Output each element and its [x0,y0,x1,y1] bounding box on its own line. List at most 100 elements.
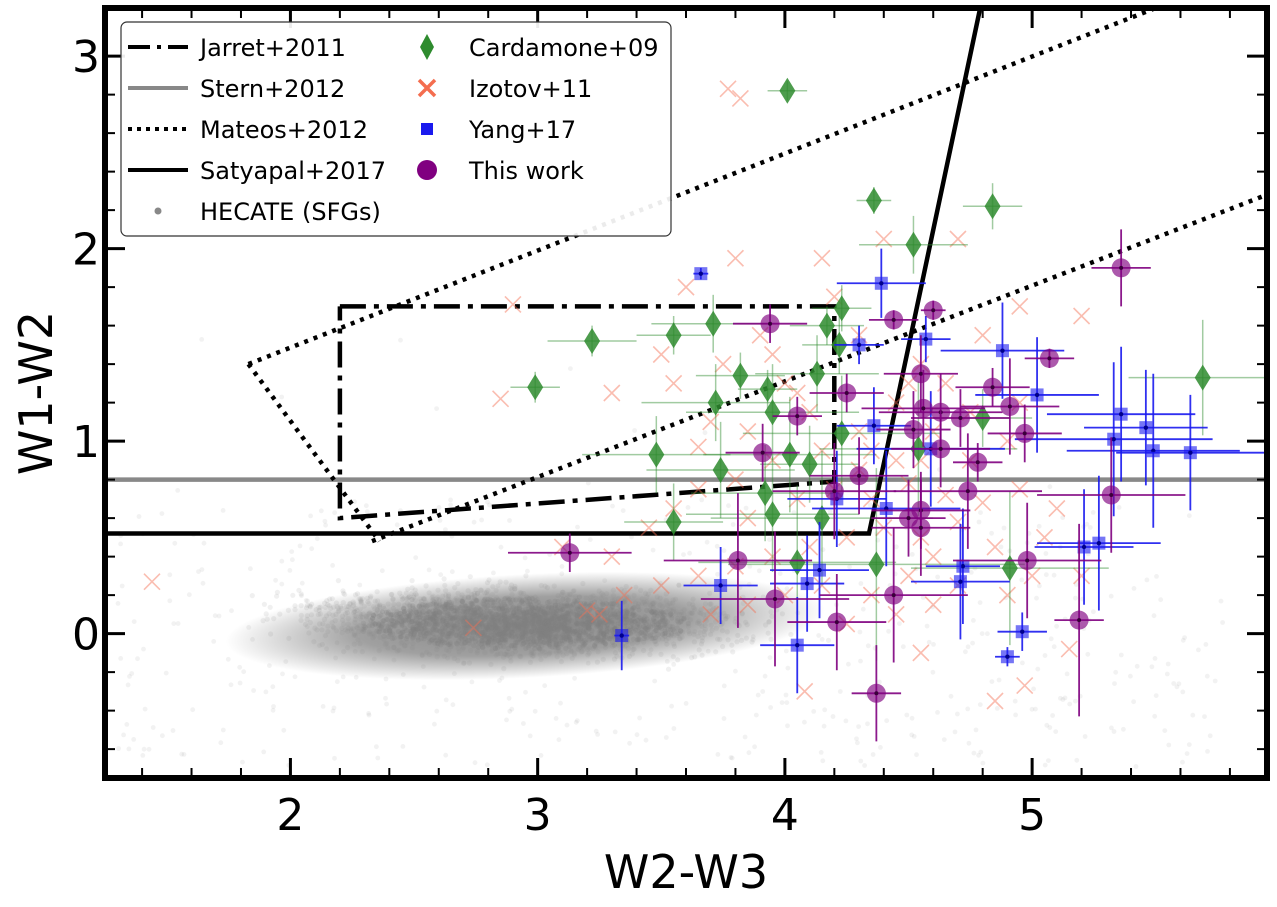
hecate-point [768,609,774,615]
hecate-point [637,630,643,637]
hecate-point [646,623,652,629]
hecate-point [904,712,910,718]
hecate-point [358,597,364,603]
hecate-point [567,591,573,597]
hecate-point [718,622,724,628]
hecate-point [521,618,527,624]
hecate-point [423,583,429,589]
hecate-point [509,591,515,598]
hecate-point [767,655,773,660]
hecate-point [433,601,439,607]
hecate-point [544,625,550,631]
hecate-point [641,639,647,645]
hecate-point [467,612,473,618]
hecate-point [460,625,466,631]
hecate-point [484,608,490,614]
hecate-point [529,653,536,659]
hecate-point [473,620,479,626]
hecate-point [820,758,826,764]
hecate-point [437,622,443,628]
hecate-point [602,641,608,647]
hecate-point [522,629,528,635]
hecate-point [977,600,983,605]
hecate-point [563,596,569,602]
hecate-point [649,635,655,642]
hecate-point [785,723,790,729]
hecate-point [665,666,672,672]
hecate-point [420,610,426,616]
hecate-point [518,637,524,643]
hecate-point [664,659,670,664]
thiswork-point-center [834,620,839,625]
hecate-point [589,619,595,625]
yang-point-center [1096,540,1102,546]
hecate-point [596,612,602,618]
hecate-point [653,627,659,634]
thiswork-point-center [918,525,923,530]
hecate-point [528,615,534,621]
hecate-point [777,571,783,576]
hecate-point [479,631,485,638]
hecate-point [555,638,561,644]
hecate-point [676,620,682,626]
hecate-point [577,600,584,606]
hecate-point [411,631,417,637]
hecate-point [474,616,480,622]
hecate-point [518,654,524,660]
hecate-point [597,628,603,634]
hecate-point [431,613,437,619]
hecate-point [432,615,438,621]
hecate-point [523,631,529,637]
hecate-point [465,606,471,612]
hecate-point [498,616,504,623]
hecate-point [498,650,504,657]
hecate-point [610,630,617,636]
hecate-point [650,610,656,616]
hecate-point [391,644,397,651]
hecate-point [430,630,436,637]
hecate-point [965,706,971,712]
hecate-point [545,636,552,642]
hecate-point [413,555,419,560]
hecate-point [598,599,603,605]
hecate-point [544,616,550,623]
hecate-point [416,622,423,629]
hecate-point [529,628,535,635]
hecate-point [452,597,458,603]
hecate-point [423,631,429,637]
hecate-point [446,630,452,637]
hecate-point [490,639,496,646]
hecate-point [600,592,606,598]
hecate-point [503,579,509,585]
hecate-point [519,607,525,614]
hecate-point [348,626,354,632]
hecate-point [978,510,983,515]
hecate-point [261,601,267,607]
hecate-point [396,647,402,653]
hecate-point [559,618,565,624]
hecate-point [662,628,668,634]
hecate-point [548,615,554,621]
hecate-point [526,596,532,602]
hecate-point [624,611,630,617]
hecate-point [366,600,372,607]
hecate-point [669,703,674,709]
hecate-point [529,615,535,621]
hecate-point [501,666,507,672]
hecate-point [978,749,984,755]
hecate-point [563,603,569,609]
hecate-point [627,630,633,636]
hecate-point [655,622,662,629]
hecate-point [430,601,436,607]
hecate-point [663,591,669,597]
hecate-point [458,594,464,601]
hecate-point [490,603,496,609]
hecate-point [582,626,588,632]
hecate-point [486,577,492,583]
hecate-point [650,547,656,553]
hecate-point [568,604,574,610]
hecate-point [715,636,721,642]
thiswork-point-center [1119,265,1124,270]
hecate-point [677,635,683,642]
hecate-point [478,620,484,626]
